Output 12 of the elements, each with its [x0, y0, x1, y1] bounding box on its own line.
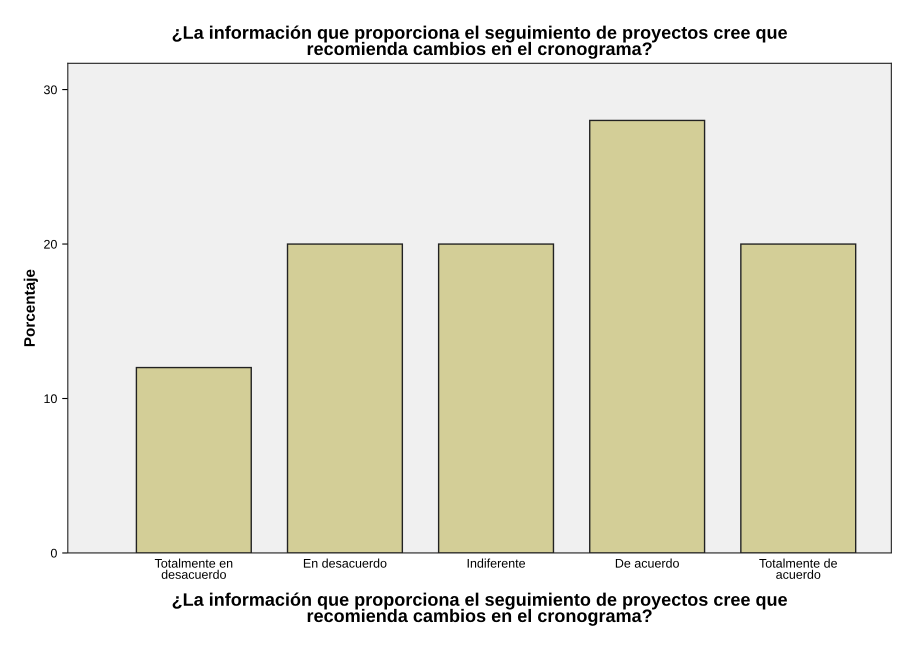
y-tick-label: 0: [50, 548, 57, 558]
x-tick-label: Totalmente de acuerdo: [759, 558, 837, 579]
x-tick-label: Indiferente: [468, 558, 526, 568]
x-tick-label: En desacuerdo: [304, 558, 386, 568]
x-axis-title: ¿La información que proporciona el seguimiento de proyectos cree que recomienda cambios en el cronograma?: [172, 592, 787, 626]
y-axis-title: Porcentaje: [24, 270, 38, 346]
chart-title: ¿La información que proporciona el seguimiento de proyectos cree que recomienda cambios en el cronograma?: [172, 25, 787, 59]
y-tick-label: 30: [44, 85, 57, 94]
y-tick-label: 20: [44, 240, 57, 249]
x-tick-label: Totalmente en desacuerdo: [154, 558, 232, 579]
y-tick-label: 10: [44, 394, 57, 404]
x-tick-label: De acuerdo: [616, 558, 679, 568]
